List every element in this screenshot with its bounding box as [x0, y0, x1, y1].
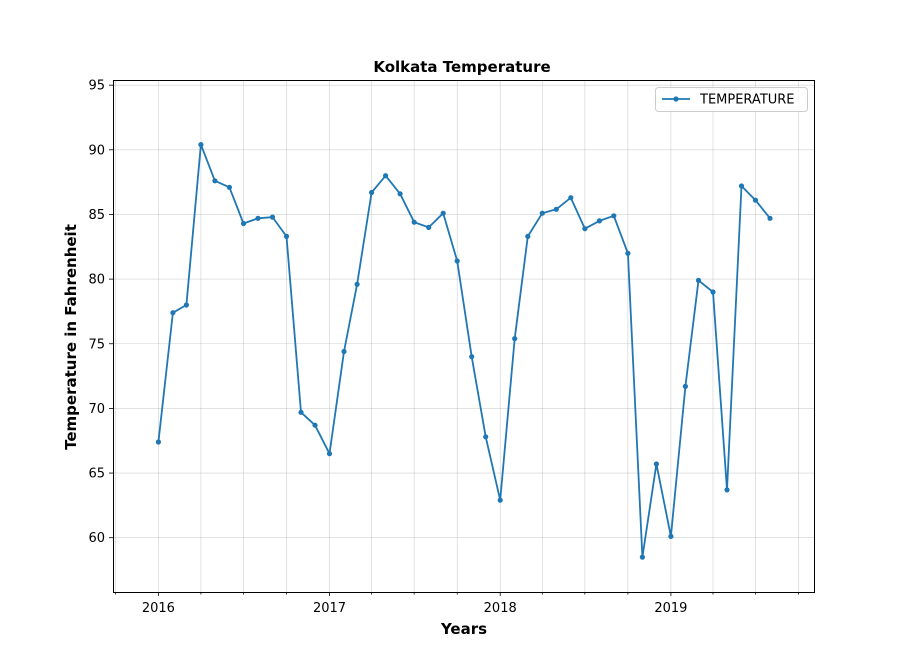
plot-frame: [113, 80, 815, 593]
x-tick-label: 2016: [142, 601, 175, 616]
data-point: [512, 336, 518, 342]
data-point: [483, 434, 489, 440]
data-point: [383, 173, 389, 179]
data-point: [682, 383, 689, 389]
data-point: [183, 302, 189, 308]
data-point: [283, 233, 290, 239]
data-point: [212, 178, 218, 184]
y-tick-label: 85: [88, 208, 105, 223]
series-line: [157, 143, 771, 558]
legend: TEMPERATURE: [655, 87, 808, 112]
data-point: [326, 451, 333, 457]
y-tick-label: 90: [88, 143, 105, 158]
data-point: [411, 219, 417, 225]
x-axis-label: Years: [440, 620, 487, 638]
data-point: [639, 554, 646, 560]
data-point: [668, 533, 674, 540]
data-point: [596, 218, 603, 224]
data-point: [170, 310, 176, 316]
y-tick-label: 70: [88, 402, 105, 417]
data-point: [695, 277, 702, 283]
data-point: [525, 233, 531, 239]
data-point: [738, 183, 745, 189]
legend-box: [655, 87, 808, 112]
y-tick-label: 75: [88, 337, 105, 352]
data-point: [226, 184, 232, 190]
x-tick-label: 2017: [313, 601, 346, 616]
data-point: [553, 206, 559, 212]
y-tick-label: 60: [88, 531, 105, 546]
grid: [113, 80, 814, 592]
data-point: [155, 439, 161, 445]
series-layer: [155, 142, 773, 560]
data-point: [497, 497, 503, 503]
data-point: [582, 226, 588, 232]
y-tick-label: 95: [88, 79, 105, 94]
axis-ticks: 2016 2017 2018 2019 60 65 70 75 80 85 90 95: [88, 79, 799, 616]
chart-title: Kolkata Temperature: [373, 58, 550, 76]
data-point: [469, 354, 475, 360]
data-point: [255, 215, 261, 221]
y-axis-label: Temperature in Fahrenheit: [62, 224, 80, 450]
data-point: [454, 258, 460, 264]
legend-marker: [673, 96, 679, 102]
data-point: [653, 461, 660, 467]
data-point: [354, 281, 360, 287]
data-point: [312, 422, 318, 428]
data-point: [369, 189, 375, 196]
data-point: [625, 250, 631, 256]
data-point: [767, 215, 773, 221]
data-point: [724, 487, 730, 493]
x-tick-label: 2018: [484, 601, 517, 616]
y-tick-label: 80: [88, 273, 105, 288]
data-point: [269, 214, 276, 220]
data-point: [440, 210, 446, 216]
data-point: [539, 210, 545, 216]
data-point: [397, 191, 403, 197]
data-point: [240, 220, 247, 227]
legend-label: TEMPERATURE: [699, 93, 795, 108]
x-tick-label: 2019: [654, 601, 687, 616]
data-point: [710, 289, 716, 295]
data-point: [568, 195, 574, 201]
data-point: [752, 197, 759, 203]
data-point: [426, 224, 432, 230]
y-tick-label: 65: [88, 467, 105, 482]
data-point: [298, 409, 304, 415]
data-point: [611, 213, 617, 219]
data-point: [341, 348, 347, 355]
data-point: [198, 142, 204, 148]
